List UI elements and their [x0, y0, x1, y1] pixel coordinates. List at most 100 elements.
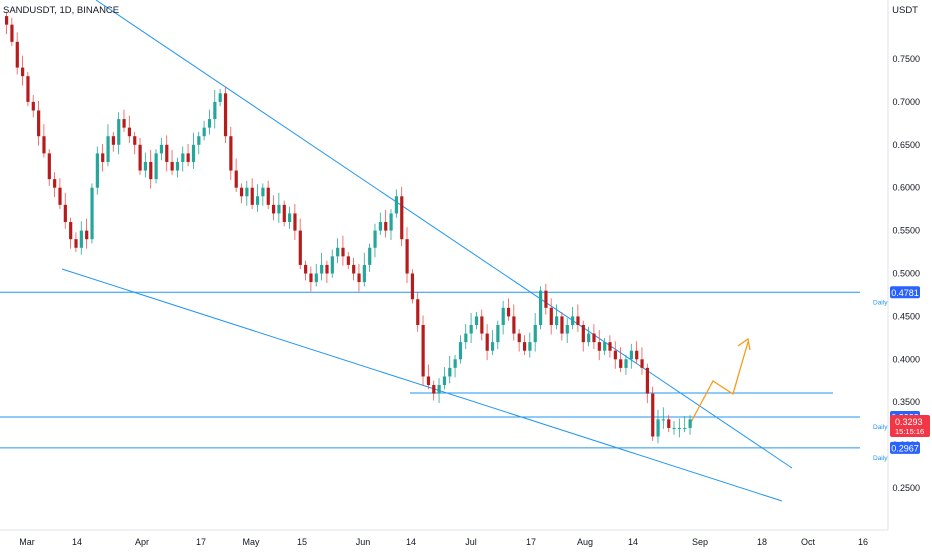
- candle-body: [442, 376, 447, 386]
- candle-body: [539, 290, 543, 325]
- candle-body: [304, 264, 308, 274]
- x-tick-label: 14: [628, 537, 638, 547]
- x-tick-label: Jul: [465, 537, 477, 547]
- candle-body: [330, 256, 334, 274]
- x-tick-label: 14: [406, 537, 416, 547]
- candle-body: [384, 222, 388, 231]
- candle-body: [320, 264, 324, 274]
- candle-body: [154, 153, 158, 180]
- candle-body: [464, 333, 468, 343]
- x-tick-label: May: [242, 537, 260, 547]
- candle-body: [213, 101, 217, 120]
- candle-body: [239, 187, 244, 197]
- candle-body: [266, 187, 270, 205]
- candle-body: [416, 299, 420, 325]
- candle-body: [159, 144, 164, 154]
- candle-body: [613, 350, 617, 360]
- candle-body: [37, 110, 41, 137]
- candle-body: [645, 367, 649, 394]
- candle-body: [346, 256, 350, 265]
- candle-body: [517, 333, 521, 343]
- candle-body: [528, 342, 532, 351]
- candle-body: [448, 367, 452, 377]
- candle-body: [85, 230, 89, 240]
- candle-body: [293, 213, 297, 231]
- lower-trendline: [61, 268, 783, 502]
- candle-body: [474, 316, 479, 325]
- candle-body: [138, 144, 142, 171]
- candle-body: [133, 136, 137, 145]
- candle-body: [501, 307, 505, 325]
- candle-body: [127, 127, 132, 137]
- candle-body: [624, 359, 628, 368]
- candle-body: [202, 127, 206, 137]
- candle-body: [341, 247, 345, 257]
- candle-body: [672, 427, 676, 429]
- candle-body: [555, 316, 559, 325]
- candle-body: [272, 204, 276, 214]
- candle-body: [421, 324, 425, 377]
- candle-body: [26, 76, 30, 102]
- candle-body: [95, 153, 99, 188]
- candle-body: [181, 153, 185, 162]
- candle-body: [149, 161, 153, 180]
- candle-body: [101, 153, 105, 162]
- price-level-value: 0.2967: [891, 443, 919, 453]
- last-price-badge: [890, 414, 930, 437]
- candle-body: [234, 170, 238, 188]
- x-tick-label: 17: [526, 537, 536, 547]
- candle-body: [325, 264, 329, 274]
- daily-tag: Daily: [873, 299, 888, 306]
- x-tick-label: 16: [858, 537, 868, 547]
- projection-path: [689, 341, 749, 425]
- candle-body: [490, 342, 495, 351]
- candle-body: [576, 316, 580, 325]
- x-tick-label: 18: [757, 537, 767, 547]
- candle-body: [352, 264, 356, 274]
- candle-body: [288, 213, 292, 223]
- candle-body: [47, 153, 51, 180]
- candle-body: [683, 427, 687, 429]
- candle-body: [533, 324, 537, 343]
- projection-arrowhead: [737, 337, 751, 351]
- price-level-value: 0.4781: [891, 288, 919, 298]
- y-tick-label: 0.2500: [892, 483, 920, 493]
- candle-body: [549, 307, 553, 325]
- candle-body: [496, 324, 500, 343]
- y-tick-label: 0.5500: [892, 226, 920, 236]
- candle-body: [635, 350, 639, 360]
- candle-body: [69, 222, 73, 240]
- candle-body: [31, 101, 35, 111]
- y-tick-label: 0.4000: [892, 354, 920, 364]
- candle-body: [581, 324, 585, 343]
- candle-body: [90, 187, 94, 240]
- candle-body: [42, 136, 46, 154]
- x-tick-label: 14: [72, 537, 82, 547]
- candle-body: [651, 393, 655, 437]
- candle-body: [522, 342, 527, 351]
- candle-body: [165, 144, 169, 162]
- candle-body: [255, 196, 260, 205]
- candle-body: [250, 187, 254, 205]
- candle-body: [218, 93, 222, 102]
- candle-body: [5, 16, 9, 25]
- y-tick-label: 0.4500: [892, 311, 920, 321]
- y-tick-label: 0.7500: [892, 54, 920, 64]
- candle-body: [587, 333, 591, 343]
- candle-body: [560, 316, 564, 334]
- price-level-badge: [890, 441, 920, 454]
- daily-tag: Daily: [873, 455, 888, 462]
- candle-body: [170, 161, 174, 171]
- candle-body: [186, 153, 190, 162]
- axis-layer: 0.7500 0.7000 0.6500 0.6000 0.5500 0.5000 0.45…: [0, 0, 920, 547]
- candle-body: [629, 350, 633, 360]
- candle-body: [608, 342, 612, 351]
- candle-body: [111, 136, 115, 145]
- candle-body: [432, 385, 436, 394]
- candle-body: [603, 342, 607, 351]
- candle-body: [277, 204, 281, 214]
- candle-body: [485, 333, 489, 351]
- candle-body: [426, 376, 431, 386]
